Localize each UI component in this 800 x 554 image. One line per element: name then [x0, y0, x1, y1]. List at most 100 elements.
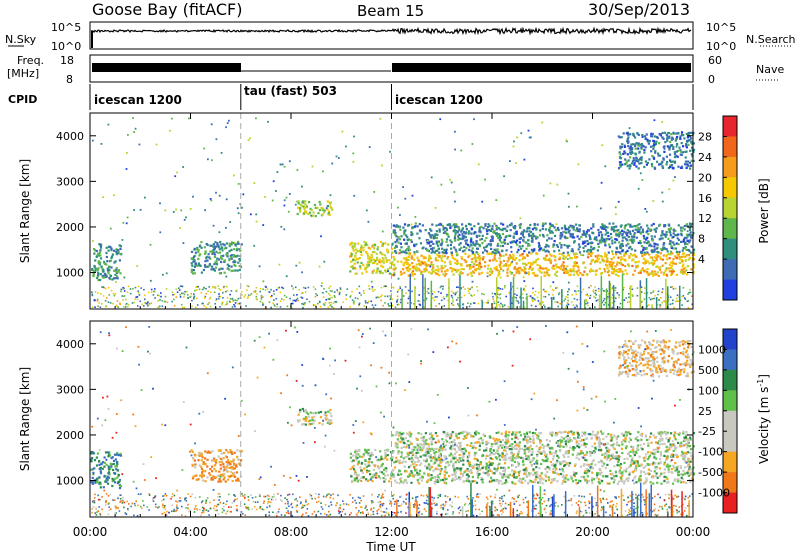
echo-cell — [417, 432, 420, 435]
echo-cell — [613, 478, 616, 482]
echo-cell — [680, 232, 683, 235]
echo-cell — [307, 420, 310, 423]
echo-cell — [212, 248, 216, 251]
echo-cell — [463, 294, 466, 297]
echo-cell — [534, 290, 537, 293]
echo-cell — [303, 210, 307, 213]
echo-cell — [663, 461, 666, 464]
echo-cell — [197, 478, 200, 481]
echo-cell — [285, 296, 288, 298]
echo-cell — [686, 273, 689, 276]
echo-cell — [645, 210, 648, 213]
echo-cell — [207, 265, 210, 268]
echo-cell — [630, 239, 634, 242]
echo-cell — [652, 290, 655, 292]
echo-cell — [395, 244, 398, 247]
echo-cell — [661, 165, 664, 168]
echo-cell — [647, 273, 650, 276]
echo-cell — [442, 288, 444, 290]
echo-cell — [640, 245, 643, 248]
echo-cell — [117, 270, 120, 273]
echo-cell — [665, 233, 668, 236]
echo-cell — [155, 143, 158, 146]
echo-cell — [638, 223, 641, 226]
echo-cell — [398, 238, 402, 241]
echo-cell — [620, 224, 623, 227]
echo-cell — [393, 461, 396, 464]
echo-cell — [475, 251, 478, 254]
echo-cell — [314, 215, 317, 218]
echo-cell — [97, 305, 99, 307]
echo-cell — [424, 256, 427, 259]
echo-cell — [577, 243, 581, 246]
echo-cell — [107, 455, 110, 458]
echo-cell — [627, 301, 629, 303]
echo-cell — [493, 248, 496, 251]
echo-cell — [494, 306, 497, 309]
echo-cell — [515, 271, 518, 274]
echo-cell — [525, 466, 528, 470]
echo-cell — [307, 412, 310, 416]
echo-cell — [387, 268, 390, 271]
echo-cell — [370, 280, 373, 283]
echo-cell — [431, 223, 434, 226]
echo-cell — [606, 226, 609, 229]
echo-cell — [467, 290, 470, 292]
echo-cell — [96, 268, 99, 271]
echo-cell — [473, 253, 476, 256]
echo-cell — [443, 480, 446, 483]
echo-cell — [661, 200, 664, 203]
echo-cell — [684, 466, 687, 469]
echo-cell — [255, 220, 258, 223]
echo-cell — [364, 267, 367, 270]
echo-cell — [188, 117, 190, 120]
echo-cell — [591, 241, 594, 244]
echo-cell — [458, 273, 461, 276]
echo-cell — [574, 290, 576, 292]
echo-cell — [367, 300, 370, 303]
echo-cell — [115, 270, 118, 273]
echo-cell — [527, 239, 530, 242]
echo-cell — [410, 255, 414, 258]
echo-cell — [654, 294, 656, 297]
echo-cell — [566, 254, 569, 257]
echo-cell — [440, 183, 443, 186]
power-colorbar-label: Power [dB] — [757, 178, 771, 243]
echo-cell — [577, 266, 580, 269]
echo-cell — [590, 451, 593, 454]
echo-cell — [554, 229, 557, 232]
echo-cell — [477, 302, 480, 305]
echo-cell — [196, 304, 199, 306]
echo-cell — [383, 480, 386, 483]
echo-cell — [644, 259, 647, 262]
echo-cell — [599, 207, 602, 210]
echo-cell — [482, 465, 485, 468]
echo-cell — [648, 262, 651, 265]
echo-cell — [391, 251, 394, 254]
echo-cell — [326, 421, 329, 424]
echo-cell — [390, 290, 392, 292]
echo-cell — [669, 159, 672, 162]
echo-cell — [405, 242, 408, 245]
echo-cell — [656, 243, 659, 246]
echo-cell — [213, 255, 216, 259]
echo-cell — [276, 305, 278, 308]
echo-cell — [444, 232, 447, 235]
echo-cell — [99, 486, 102, 489]
echo-cell — [634, 261, 637, 264]
echo-cell — [544, 296, 547, 298]
echo-cell — [615, 247, 618, 250]
echo-cell — [402, 460, 405, 463]
echo-cell — [549, 260, 552, 263]
echo-cell — [688, 291, 690, 294]
echo-cell — [230, 257, 233, 260]
echo-cell — [648, 296, 651, 299]
echo-cell — [653, 248, 656, 251]
echo-cell — [297, 200, 300, 203]
echo-cell — [190, 295, 193, 298]
echo-cell — [111, 484, 114, 488]
echo-cell — [484, 224, 487, 227]
echo-cell — [594, 286, 596, 288]
echo-cell — [275, 289, 278, 291]
echo-cell — [624, 265, 627, 268]
